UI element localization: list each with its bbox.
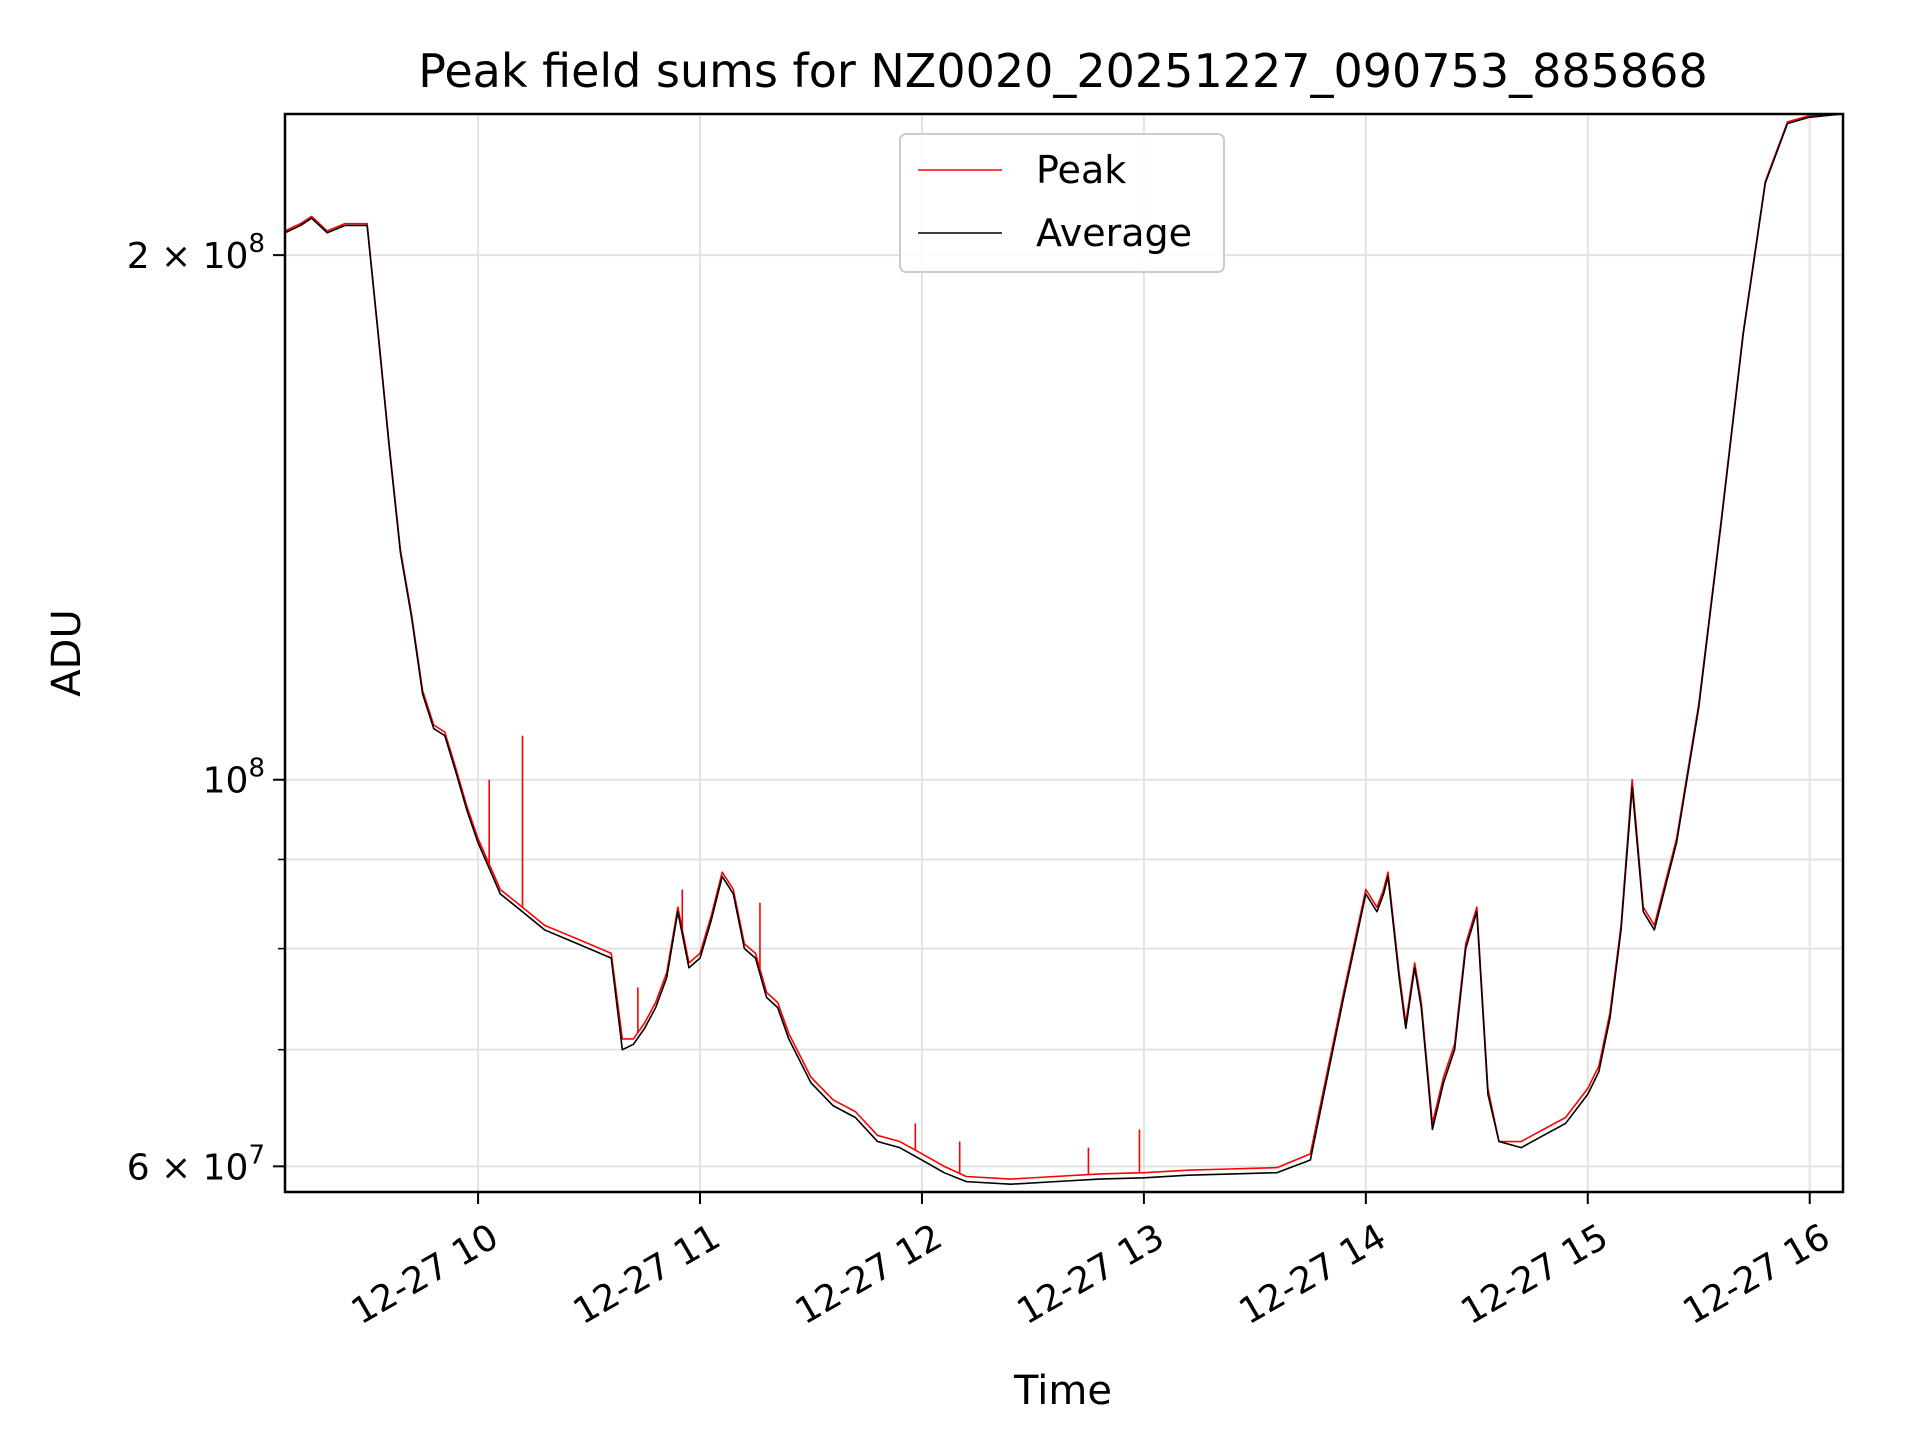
series-layer [285,114,1843,1186]
chart-title: Peak field sums for NZ0020_20251227_0907… [418,44,1707,98]
y-tick-base: 6 × 10 [127,1147,249,1188]
y-tick-exponent: 7 [248,1140,265,1170]
x-axis-label: Time [1013,1368,1112,1414]
legend-label-average: Average [1036,211,1192,255]
y-tick-exponent: 8 [248,754,265,784]
series-line-peak [285,114,1843,1180]
y-tick-base: 2 × 10 [127,236,249,277]
series-line-average [285,114,1843,1186]
y-tick-label: 108 [203,754,265,802]
y-tick-label: 2 × 108 [127,229,265,277]
y-tick-base: 10 [203,761,249,802]
y-tick-label: 6 × 107 [127,1140,265,1188]
legend: Peak Average [899,133,1225,273]
y-axis-label: ADU [44,609,90,696]
grid-lines [285,114,1843,1192]
legend-label-peak: Peak [1036,148,1126,192]
y-tick-exponent: 8 [248,229,265,259]
plot-area [283,112,1845,1194]
legend-box [899,133,1225,273]
